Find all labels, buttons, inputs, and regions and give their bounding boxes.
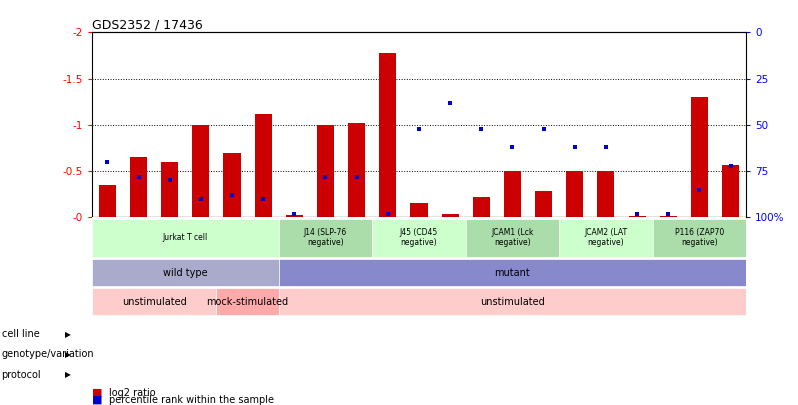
Text: mutant: mutant: [495, 268, 531, 278]
Bar: [504, 171, 521, 217]
Text: J45 (CD45
negative): J45 (CD45 negative): [400, 228, 438, 247]
Text: unstimulated: unstimulated: [122, 296, 187, 307]
Bar: [99, 185, 116, 217]
Text: mock-stimulated: mock-stimulated: [207, 296, 289, 307]
Text: J14 (SLP-76
negative): J14 (SLP-76 negative): [304, 228, 347, 247]
Text: log2 ratio: log2 ratio: [109, 388, 156, 398]
Bar: [161, 162, 178, 217]
Bar: [379, 53, 397, 217]
Text: cell line: cell line: [2, 329, 39, 339]
Bar: [279, 288, 746, 315]
Text: ▶: ▶: [65, 330, 71, 339]
Text: ▶: ▶: [65, 350, 71, 359]
Bar: [130, 157, 147, 217]
Bar: [629, 216, 646, 217]
Bar: [286, 215, 303, 217]
Bar: [192, 125, 209, 217]
Bar: [598, 171, 614, 217]
Text: protocol: protocol: [2, 370, 41, 379]
Bar: [279, 259, 746, 286]
Text: JCAM1 (Lck
negative): JCAM1 (Lck negative): [492, 228, 534, 247]
Text: GDS2352 / 17436: GDS2352 / 17436: [92, 18, 203, 31]
Bar: [410, 203, 428, 217]
Bar: [466, 219, 559, 257]
Bar: [722, 164, 739, 217]
Bar: [348, 123, 365, 217]
Bar: [92, 259, 279, 286]
Bar: [216, 288, 279, 315]
Text: ■: ■: [92, 395, 102, 405]
Bar: [535, 192, 552, 217]
Text: JCAM2 (LAT
negative): JCAM2 (LAT negative): [584, 228, 627, 247]
Bar: [472, 197, 490, 217]
Bar: [691, 97, 708, 217]
Text: ▶: ▶: [65, 370, 71, 379]
Bar: [92, 219, 279, 257]
Bar: [223, 153, 240, 217]
Text: genotype/variation: genotype/variation: [2, 350, 94, 359]
Text: P116 (ZAP70
negative): P116 (ZAP70 negative): [675, 228, 724, 247]
Bar: [255, 114, 271, 217]
Bar: [441, 213, 459, 217]
Text: ■: ■: [92, 388, 102, 398]
Bar: [567, 171, 583, 217]
Bar: [279, 219, 372, 257]
Bar: [372, 219, 466, 257]
Bar: [559, 219, 653, 257]
Text: unstimulated: unstimulated: [480, 296, 545, 307]
Text: wild type: wild type: [163, 268, 207, 278]
Bar: [92, 288, 216, 315]
Bar: [660, 216, 677, 217]
Bar: [653, 219, 746, 257]
Text: Jurkat T cell: Jurkat T cell: [163, 233, 207, 242]
Text: percentile rank within the sample: percentile rank within the sample: [109, 395, 275, 405]
Bar: [317, 125, 334, 217]
